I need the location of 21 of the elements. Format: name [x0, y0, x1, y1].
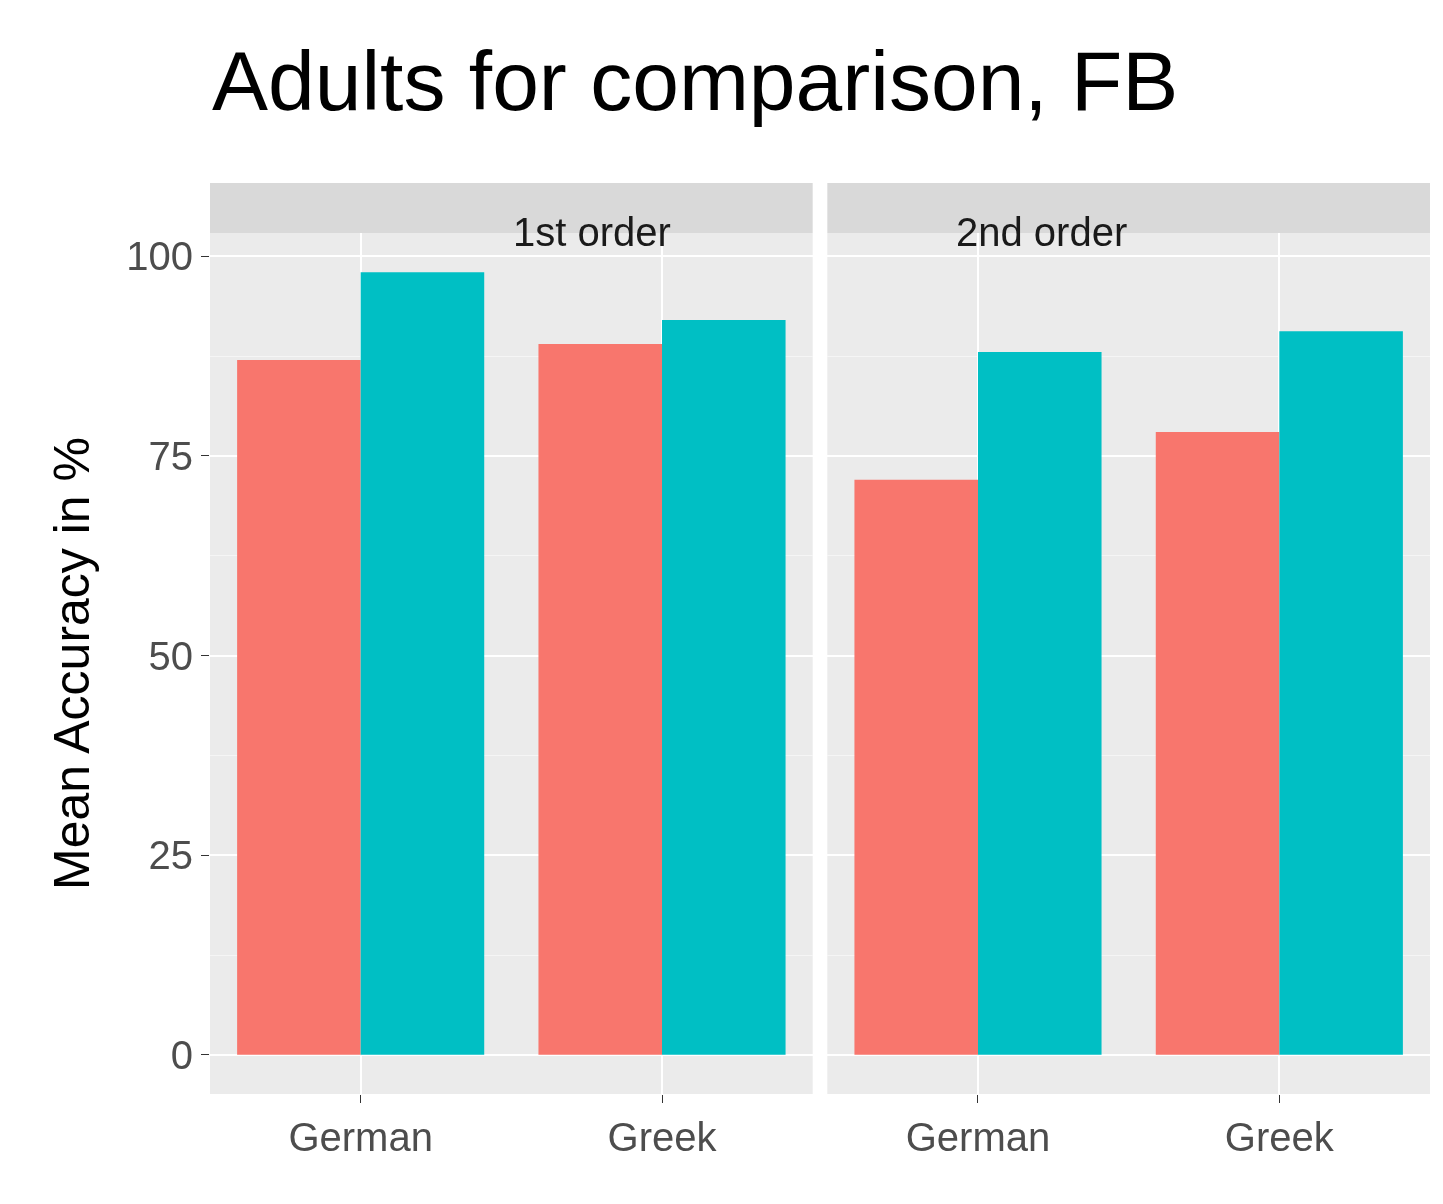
y-tick-label: 100 [126, 234, 193, 279]
bar [662, 320, 786, 1055]
y-tick-label: 0 [170, 1032, 193, 1077]
bar [360, 272, 485, 1055]
x-tick-label: Greek [1224, 1115, 1335, 1159]
chart-title: Adults for comparison, FB [212, 34, 1179, 128]
chart-subtitle: 1st order [513, 210, 671, 254]
x-tick-label: German [288, 1115, 433, 1159]
y-tick-label: 75 [148, 433, 193, 478]
bar [977, 352, 1102, 1055]
bar [854, 479, 978, 1055]
y-axis-title: Mean Accuracy in % [44, 437, 101, 890]
x-tick-label: German [905, 1115, 1051, 1159]
x-tick-label: Greek [607, 1115, 718, 1159]
y-tick-label: 50 [148, 633, 193, 678]
bar [1279, 331, 1403, 1055]
bar [1155, 431, 1280, 1055]
chart-subtitle: 2nd order [956, 210, 1128, 254]
y-tick-label: 25 [148, 833, 193, 878]
bar [237, 359, 361, 1055]
bar [538, 344, 663, 1055]
